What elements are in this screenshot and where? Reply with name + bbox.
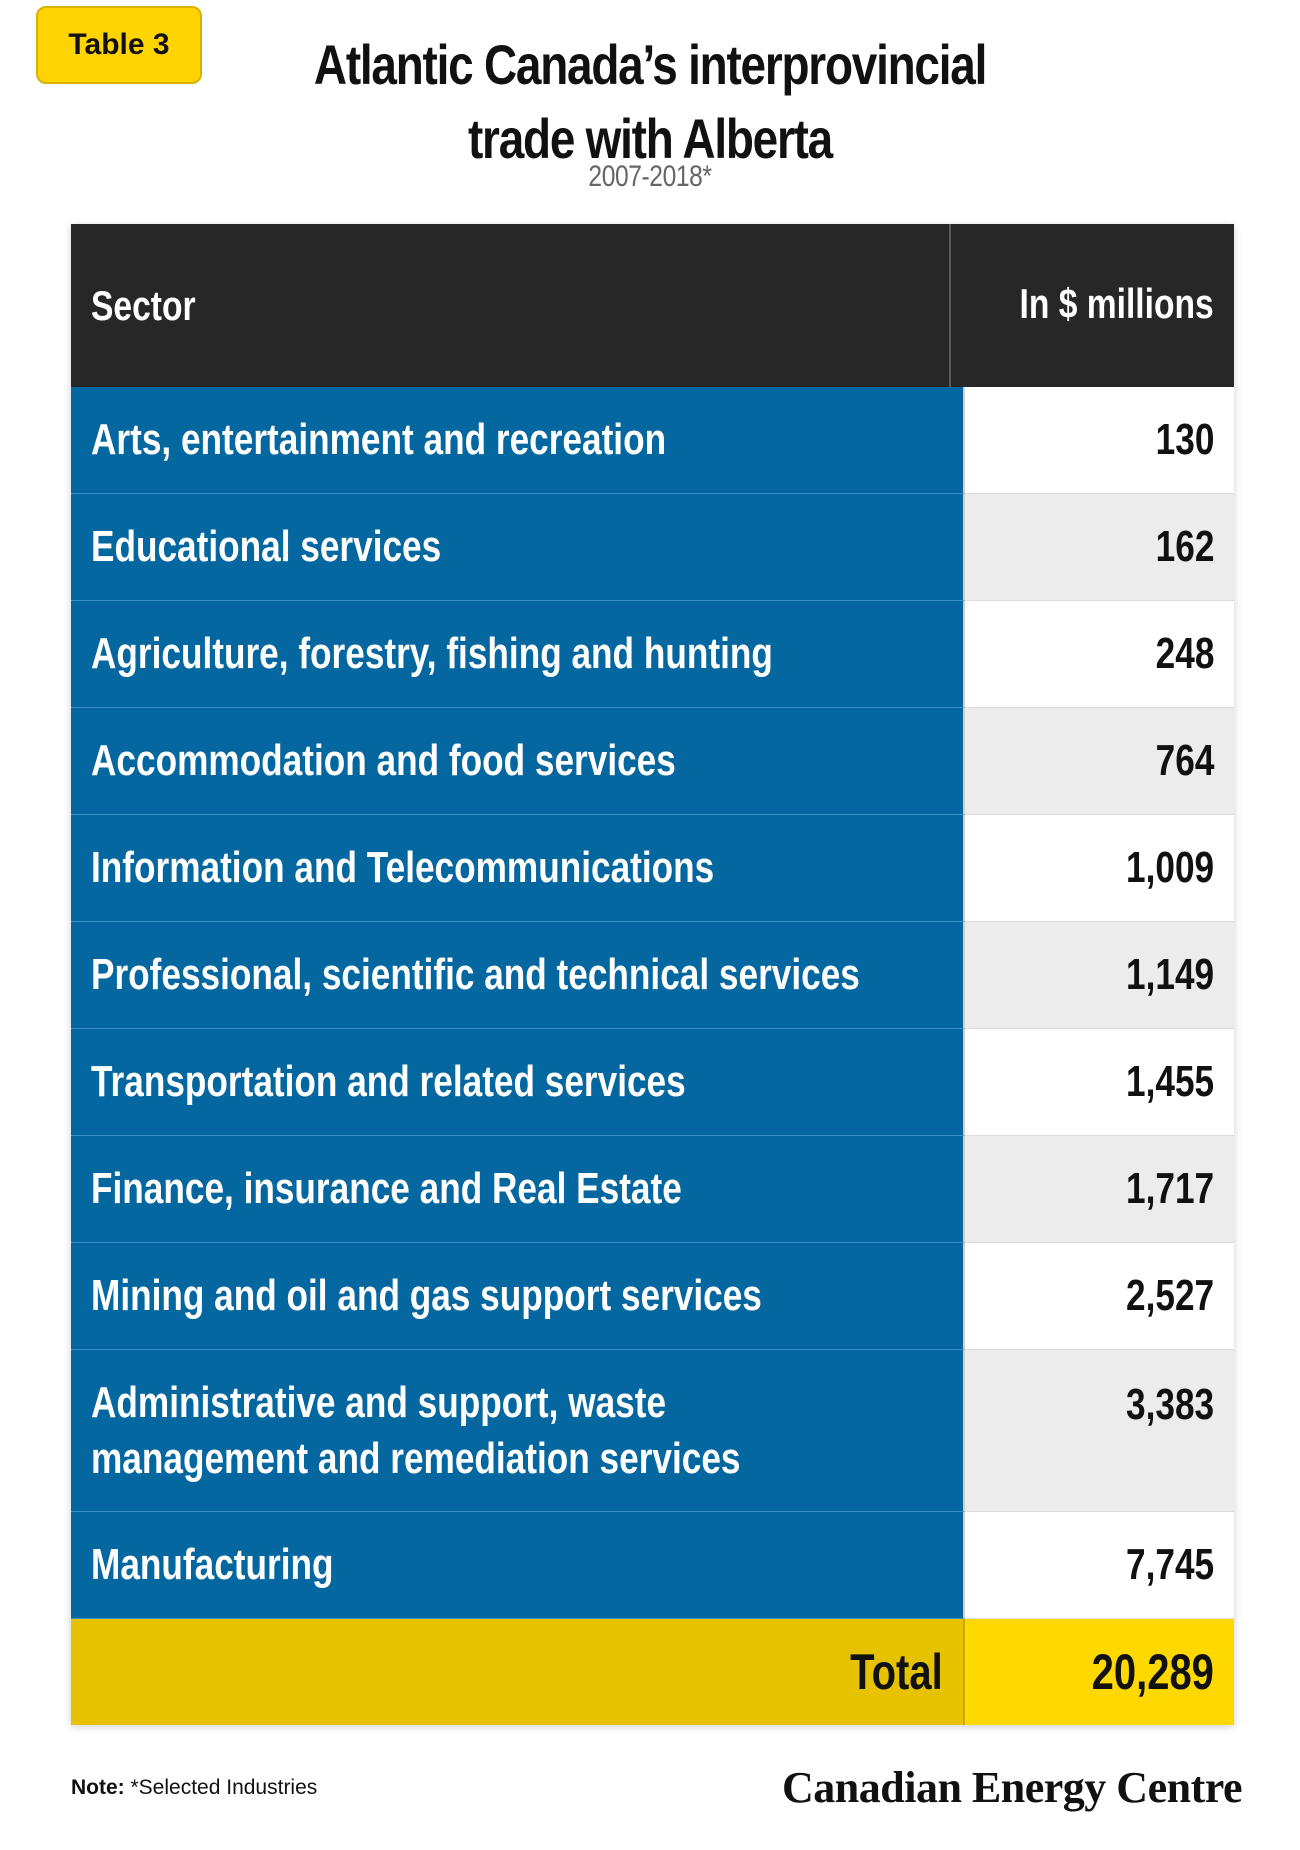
data-table: Sector In $ millions Arts, entertainment… [71,224,1234,1725]
value-label: 7,745 [1125,1540,1214,1589]
value-cell: 1,009 [965,815,1234,922]
value-cell: 3,383 [965,1350,1234,1512]
total-label-cell: Total [71,1619,965,1725]
value-label: 130 [1155,415,1214,464]
value-cell: 248 [965,601,1234,708]
sector-label: Administrative and support, waste manage… [91,1377,741,1483]
table-row: Accommodation and food services 764 [71,708,1234,815]
table-row: Educational services 162 [71,494,1234,601]
badge-label: Table 3 [68,28,170,61]
sector-label: Agriculture, forestry, fishing and hunti… [91,629,773,678]
value-cell: 1,455 [965,1029,1234,1136]
sector-label: Arts, entertainment and recreation [91,415,667,464]
table-total-row: Total 20,289 [71,1619,1234,1725]
table-row: Mining and oil and gas support services 2… [71,1243,1234,1350]
brand-logo-text: Canadian Energy Centre [782,1763,1242,1812]
header-cell-sector: Sector [71,224,952,387]
total-value: 20,289 [1091,1644,1214,1700]
value-cell: 1,149 [965,922,1234,1029]
footnote-label: Note: [71,1776,125,1799]
value-label: 1,455 [1125,1057,1214,1106]
sector-label: Manufacturing [91,1540,334,1589]
sector-cell: Information and Telecommunications [71,815,965,922]
value-cell: 1,717 [965,1136,1234,1243]
title-line-1: Atlantic Canada’s interprovincial [313,33,987,96]
sector-label: Information and Telecommunications [91,843,715,892]
table-row: Manufacturing 7,745 [71,1512,1234,1619]
sector-cell: Administrative and support, waste manage… [71,1350,965,1512]
sector-cell: Educational services [71,494,965,601]
total-label: Total [850,1644,943,1700]
value-cell: 2,527 [965,1243,1234,1350]
footnote-text: *Selected Industries [124,1776,318,1799]
column-header-value: In $ millions [1019,280,1214,327]
footnote: Note: *Selected Industries [71,1776,317,1800]
sector-label: Accommodation and food services [91,736,676,785]
table-row: Administrative and support, waste manage… [71,1350,1234,1512]
sector-cell: Agriculture, forestry, fishing and hunti… [71,601,965,708]
value-label: 1,149 [1125,950,1214,999]
value-label: 1,717 [1125,1164,1214,1213]
table-row: Professional, scientific and technical s… [71,922,1234,1029]
value-label: 248 [1155,629,1214,678]
value-cell: 162 [965,494,1234,601]
table-row: Finance, insurance and Real Estate 1,717 [71,1136,1234,1243]
value-cell: 130 [965,387,1234,494]
page-title: Atlantic Canada’s interprovincial trade … [117,28,1183,176]
sector-cell: Finance, insurance and Real Estate [71,1136,965,1243]
sector-cell: Accommodation and food services [71,708,965,815]
table-body: Arts, entertainment and recreation 130 Edu… [71,387,1234,1619]
title-line-2: trade with Alberta [467,107,833,170]
value-label: 162 [1155,522,1214,571]
sector-label: Educational services [91,522,442,571]
table-number-badge: Table 3 [36,6,202,84]
sector-cell: Manufacturing [71,1512,965,1619]
table-row: Arts, entertainment and recreation 130 [71,387,1234,494]
value-label: 1,009 [1125,843,1214,892]
sector-label: Professional, scientific and technical s… [91,950,860,999]
table-header-row: Sector In $ millions [71,224,1234,387]
value-cell: 7,745 [965,1512,1234,1619]
sector-cell: Arts, entertainment and recreation [71,387,965,494]
table-row: Agriculture, forestry, fishing and hunti… [71,601,1234,708]
subtitle: 2007-2018* [588,160,712,193]
sector-label: Transportation and related services [91,1057,686,1106]
value-label: 2,527 [1125,1271,1214,1320]
value-cell: 764 [965,708,1234,815]
table-row: Transportation and related services 1,455 [71,1029,1234,1136]
value-label: 764 [1155,736,1214,785]
sector-label: Finance, insurance and Real Estate [91,1164,682,1213]
total-value-cell: 20,289 [965,1619,1234,1725]
column-header-sector: Sector [91,281,196,329]
value-label: 3,383 [1125,1380,1214,1429]
sector-cell: Mining and oil and gas support services [71,1243,965,1350]
sector-cell: Transportation and related services [71,1029,965,1136]
sector-label: Mining and oil and gas support services [91,1271,762,1320]
table-row: Information and Telecommunications 1,009 [71,815,1234,922]
sector-cell: Professional, scientific and technical s… [71,922,965,1029]
header-cell-value: In $ millions [951,224,1234,387]
